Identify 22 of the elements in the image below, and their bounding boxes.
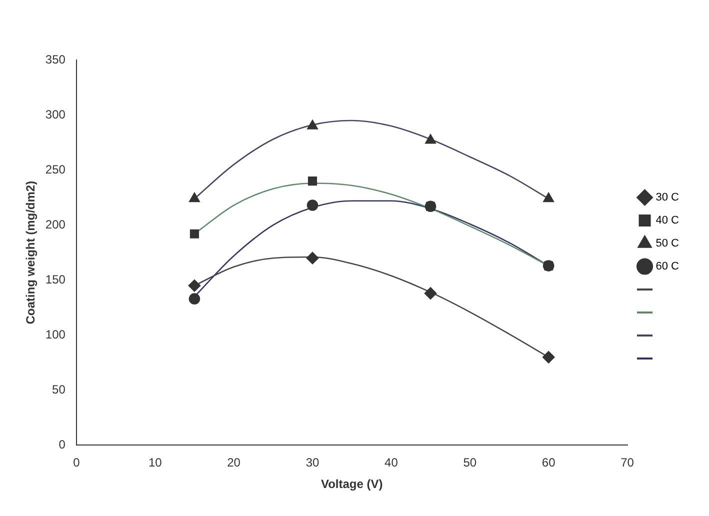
y-tick-label: 150 (45, 272, 66, 286)
y-tick-label: 200 (45, 217, 66, 232)
y-tick-label: 250 (45, 162, 66, 176)
y-tick-label: 100 (45, 327, 66, 342)
legend-label: 60 C (656, 260, 680, 273)
y-tick-label: 350 (45, 52, 66, 66)
y-tick-label: 50 (52, 382, 66, 396)
x-tick-label: 30 (306, 456, 320, 470)
x-axis-title: Voltage (V) (320, 477, 383, 492)
x-tick-label: 70 (620, 456, 634, 470)
y-axis-title: Coating weight (mg/dm2) (24, 180, 38, 324)
legend-label: 50 C (656, 238, 680, 250)
legend-label: 40 C (656, 214, 680, 227)
x-tick-label: 40 (384, 456, 398, 470)
y-tick-label: 300 (45, 107, 66, 122)
x-tick-label: 10 (148, 456, 162, 470)
x-tick-label: 0 (73, 456, 80, 470)
x-tick-label: 20 (227, 456, 241, 470)
x-tick-label: 50 (463, 456, 477, 470)
y-tick-label: 0 (58, 438, 66, 452)
legend-label: 30 C (656, 192, 680, 204)
x-tick-label: 60 (542, 456, 556, 470)
